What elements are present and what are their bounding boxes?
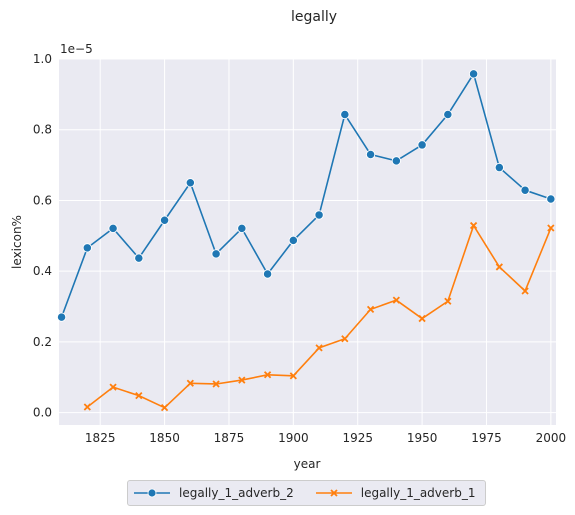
data-point-series-1 bbox=[494, 162, 504, 173]
data-point-series-1 bbox=[288, 235, 298, 246]
data-point-series-1 bbox=[211, 249, 221, 259]
x-axis-label: year bbox=[294, 457, 321, 471]
data-point-series-2 bbox=[495, 263, 503, 271]
data-point-series-1 bbox=[56, 312, 67, 322]
y-axis-label: lexicon% bbox=[10, 215, 24, 269]
data-point-series-1 bbox=[443, 109, 453, 120]
plot-area bbox=[59, 59, 556, 425]
data-point-series-1 bbox=[417, 140, 427, 150]
series-line-1 bbox=[60, 73, 552, 318]
y-tick-label: 0.8 bbox=[33, 123, 52, 137]
data-point-series-1 bbox=[468, 69, 479, 79]
x-tick-label: 1850 bbox=[149, 431, 180, 445]
data-point-series-2 bbox=[521, 287, 529, 295]
y-tick-label: 0.2 bbox=[33, 335, 52, 349]
data-point-series-1 bbox=[185, 178, 195, 188]
data-point-series-2 bbox=[469, 221, 478, 230]
data-point-series-1 bbox=[237, 223, 247, 234]
data-point-series-2 bbox=[341, 335, 349, 343]
x-tick-label: 1875 bbox=[214, 431, 245, 445]
data-point-series-2 bbox=[547, 224, 555, 232]
y-tick-labels: 0.0 0.2 0.4 0.6 0.8 1.0 bbox=[33, 52, 52, 420]
gridlines bbox=[59, 58, 556, 425]
data-point-series-2 bbox=[289, 372, 297, 380]
y-tick-label: 0.0 bbox=[33, 406, 52, 420]
data-point-series-2 bbox=[315, 344, 323, 352]
data-point-series-1 bbox=[391, 156, 401, 166]
data-point-series-1 bbox=[314, 210, 324, 220]
data-point-series-2 bbox=[109, 383, 117, 391]
data-point-series-1 bbox=[159, 215, 170, 225]
chart-title: legally bbox=[291, 9, 337, 25]
legend-label-series-1: legally_1_adverb_2 bbox=[179, 486, 294, 500]
data-point-series-2 bbox=[366, 305, 375, 314]
legend-item-series-1: legally_1_adverb_2 bbox=[134, 486, 294, 500]
data-point-series-2 bbox=[212, 380, 220, 388]
x-tick-labels: 1825 1850 1875 1900 1925 1950 1975 2000 bbox=[85, 431, 566, 445]
data-point-series-1 bbox=[365, 149, 376, 160]
legend-label-series-2: legally_1_adverb_1 bbox=[360, 486, 476, 500]
data-point-series-1 bbox=[340, 109, 350, 120]
data-point-series-2 bbox=[83, 403, 91, 411]
data-point-series-1 bbox=[134, 253, 144, 263]
data-point-series-2 bbox=[160, 404, 169, 412]
data-point-series-2 bbox=[418, 314, 426, 323]
data-point-series-2 bbox=[263, 371, 272, 379]
x-tick-label: 1950 bbox=[407, 431, 438, 445]
y-tick-label: 0.6 bbox=[33, 193, 52, 207]
data-point-series-2 bbox=[186, 379, 194, 387]
data-point-series-1 bbox=[262, 269, 273, 279]
data-point-series-1 bbox=[82, 243, 92, 253]
x-tick-label: 1975 bbox=[471, 431, 502, 445]
y-scale-offset: 1e−5 bbox=[60, 42, 93, 56]
legend-item-series-2: legally_1_adverb_1 bbox=[315, 486, 476, 500]
x-tick-label: 1900 bbox=[278, 431, 309, 445]
data-point-series-2 bbox=[238, 376, 246, 384]
data-point-series-2 bbox=[135, 392, 143, 400]
legend: legally_1_adverb_2 legally_1_adverb_1 bbox=[127, 480, 486, 506]
legend-marker-circle-icon bbox=[134, 488, 170, 498]
series-layer bbox=[56, 69, 556, 412]
legend-marker-x-icon bbox=[315, 489, 352, 497]
data-point-series-1 bbox=[108, 223, 118, 234]
x-tick-label: 1925 bbox=[342, 431, 373, 445]
data-point-series-1 bbox=[546, 194, 556, 204]
y-tick-label: 1.0 bbox=[33, 52, 52, 66]
y-tick-label: 0.4 bbox=[33, 264, 52, 278]
x-tick-label: 2000 bbox=[536, 431, 567, 445]
data-point-series-1 bbox=[520, 185, 530, 195]
data-point-series-2 bbox=[444, 297, 452, 305]
x-tick-label: 1825 bbox=[85, 431, 116, 445]
data-point-series-2 bbox=[392, 296, 400, 304]
